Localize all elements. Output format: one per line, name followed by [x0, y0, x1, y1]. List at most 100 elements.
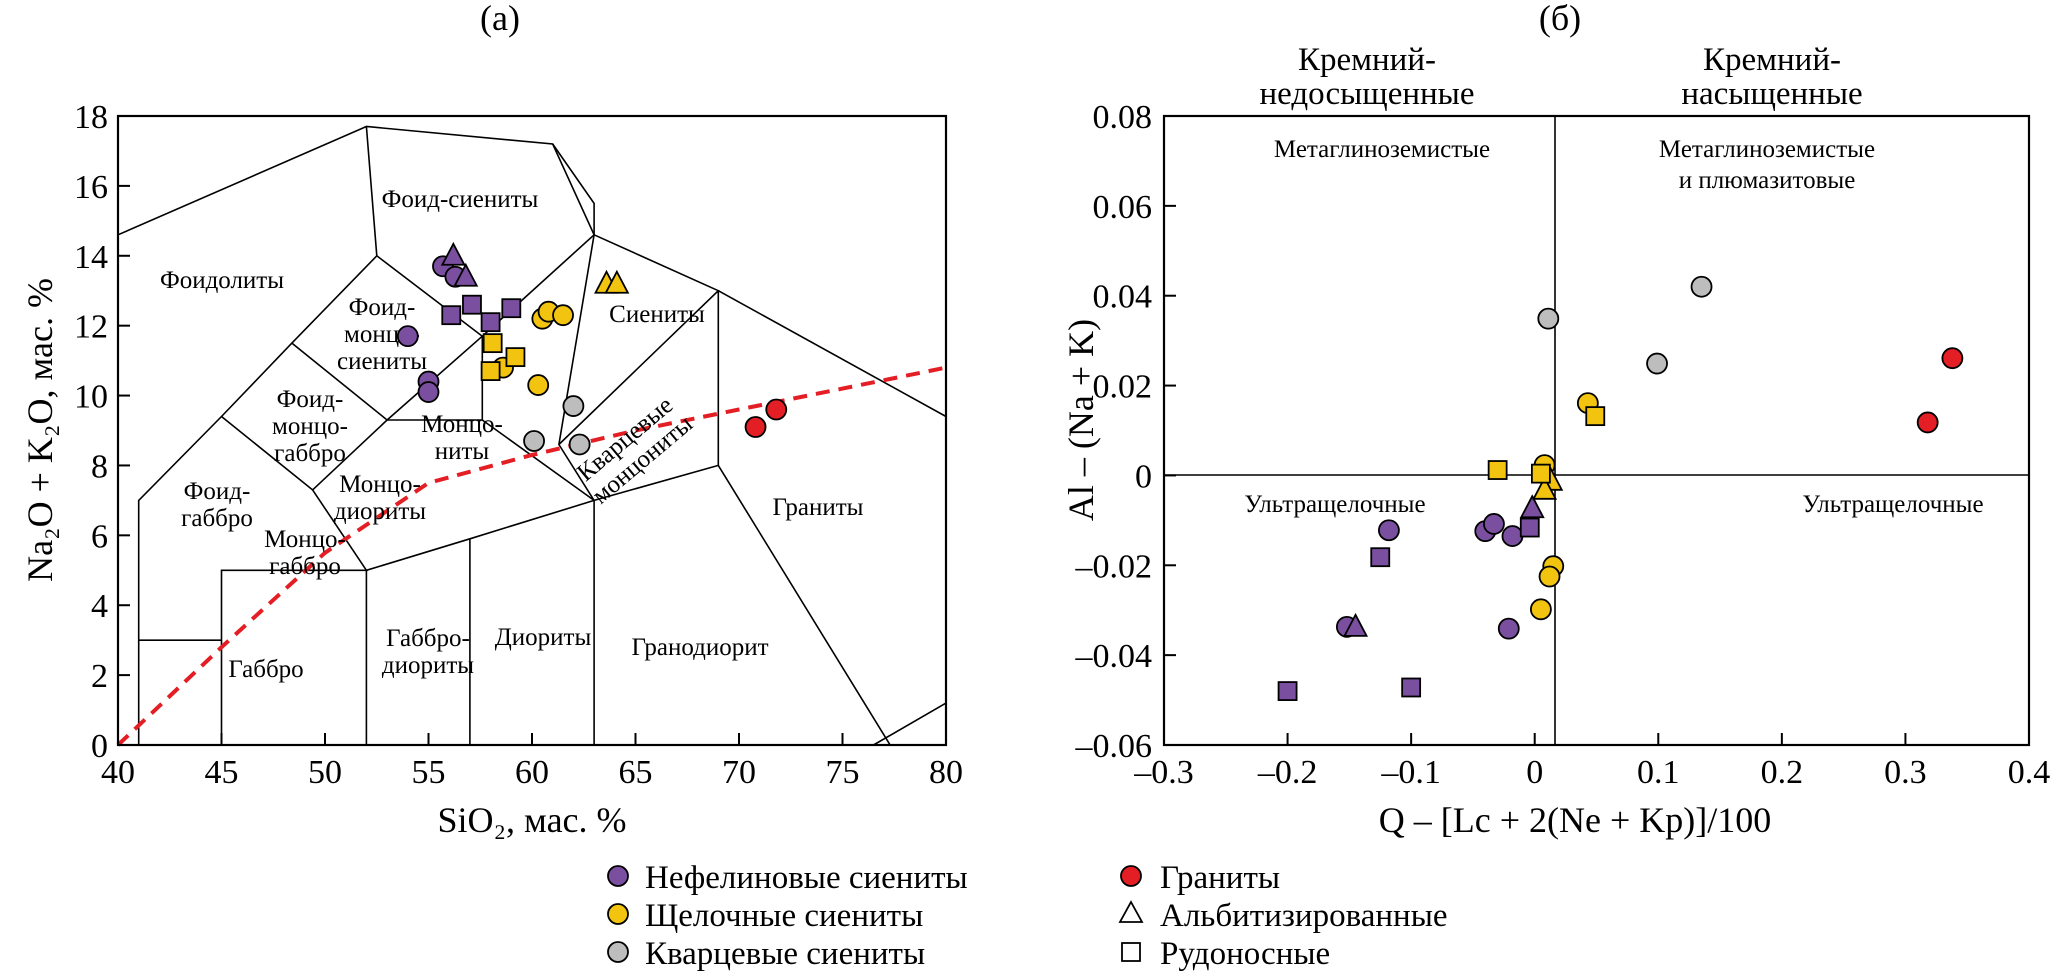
x-tick-label: 0.2: [1761, 754, 1804, 791]
field-gabbro-diorites-1: Габбро-: [386, 625, 470, 652]
x-tick-label: 0: [1526, 754, 1543, 791]
legend-marker-circle: [1120, 865, 1142, 887]
quadrant-top-left-label: Метаглиноземистые: [1274, 136, 1490, 163]
field-monzonites-1: Монцо-: [421, 411, 503, 438]
legend-item-quartz-syenites: Кварцевые сиениты: [607, 936, 925, 972]
data-point-triangle: [1532, 475, 1558, 500]
panel-a-label: (а): [480, 0, 520, 38]
x-tick-label: 45: [205, 754, 239, 791]
tas-field-boundaries: [117, 125, 947, 746]
legend-marker-square: [1121, 942, 1141, 962]
field-gabbro: Габбро: [228, 656, 303, 683]
panel-b-y-axis-label: Al – (Na + K): [1061, 319, 1101, 521]
field-foid-monzosyenites-1: Фоид-: [349, 294, 416, 321]
header-undersaturated-1: Кремний-: [1298, 42, 1436, 78]
legend-label: Кварцевые сиениты: [645, 936, 925, 972]
data-point-circle: [1537, 307, 1560, 330]
panel-a-data-points: [396, 241, 788, 456]
data-point-square: [1530, 463, 1551, 484]
quadrant-top-right-label-1: Метаглиноземистые: [1659, 136, 1875, 163]
data-point-circle: [552, 304, 574, 327]
data-point-circle: [1497, 617, 1520, 640]
legend-marker-triangle: [1118, 900, 1144, 923]
y-tick-label: 12: [74, 309, 108, 346]
field-monzodiorites-1: Монцо-: [339, 471, 421, 498]
panel-b-data-points: [1277, 275, 1964, 701]
y-tick-label: 0.06: [1093, 189, 1153, 226]
field-gabbro-diorites-2: диориты: [382, 652, 474, 679]
x-tick-label: 60: [515, 754, 549, 791]
data-point-circle: [523, 430, 545, 452]
header-saturated-1: Кремний-: [1703, 42, 1841, 78]
data-point-circle: [527, 374, 550, 396]
data-point-circle: [1378, 519, 1400, 542]
legend-label: Нефелиновые сиениты: [645, 860, 968, 896]
panel-a-y-ticks: 0 2 4 6 8 10 12 14 16 18: [74, 99, 130, 765]
x-tick-label: –0.2: [1257, 754, 1318, 791]
data-point-square: [1519, 517, 1540, 538]
data-point-square: [1487, 460, 1508, 480]
data-point-circle: [562, 395, 585, 417]
tas-boundary-line: [117, 125, 596, 745]
data-point-circle: [765, 398, 788, 421]
alkaline-subalkaline-divide-line: [116, 365, 947, 747]
data-point-square: [1401, 677, 1422, 698]
data-point-circle: [1646, 352, 1668, 375]
field-foidolites: Фоидолиты: [160, 267, 284, 294]
x-tick-label: 50: [308, 754, 342, 791]
field-foid-monzogabbro-2: монцо-: [272, 413, 348, 440]
legend-item-ore-bearing: Рудоносные: [1121, 936, 1330, 972]
data-point-square: [1370, 547, 1391, 568]
field-monzogabbro-1: Монцо-: [264, 526, 346, 553]
tas-boundary-line: [717, 289, 947, 418]
data-point-square: [480, 361, 501, 381]
field-foid-monzogabbro-3: габбро: [274, 440, 346, 467]
data-point-circle: [1941, 347, 1964, 370]
legend-label: Рудоносные: [1160, 936, 1330, 972]
y-tick-label: 16: [74, 169, 108, 206]
data-point-square: [480, 312, 501, 333]
field-monzogabbro-2: габбро: [269, 553, 341, 580]
panel-b-diagram: (б) Кремний- недосыщенные Кремний- насыщ…: [1061, 0, 2050, 840]
legend-label: Щелочные сиениты: [645, 898, 923, 934]
data-point-triangle: [453, 262, 479, 287]
panel-a-tas-diagram: (а) 40 45 50 55 60 65 70 75 80 0 2 4 6 8 10 12 14 16 18 Ф…: [20, 0, 963, 840]
x-tick-label: –0.1: [1380, 754, 1441, 791]
panel-b-plot-frame: [1162, 114, 2031, 747]
panel-b-label: (б): [1539, 0, 1581, 38]
x-tick-label: 75: [826, 754, 860, 791]
field-monzodiorites-2: диориты: [334, 498, 426, 525]
data-point-circle: [744, 416, 767, 438]
quadrant-bottom-left-label: Ультращелочные: [1244, 491, 1425, 518]
data-point-triangle: [604, 269, 630, 294]
legend-item-nepheline-syenites: Нефелиновые сиениты: [607, 860, 968, 896]
field-monzonites-2: ниты: [435, 438, 490, 465]
x-tick-label: 0.3: [1884, 754, 1927, 791]
legend-marker-circle: [607, 941, 629, 963]
legend-item-albitized: Альбитизированные: [1118, 898, 1448, 934]
legend: Нефелиновые сиениты Щелочные сиениты Ква…: [607, 860, 1448, 972]
data-point-circle: [1501, 525, 1524, 547]
data-point-circle: [1483, 513, 1505, 535]
x-tick-label: 40: [101, 754, 135, 791]
panel-b-x-ticks: –0.3 –0.2 –0.1 0 0.1 0.2 0.3 0.4: [1133, 733, 2050, 791]
header-saturated-2: насыщенные: [1681, 76, 1862, 112]
data-point-circle: [396, 325, 419, 348]
legend-label: Альбитизированные: [1160, 898, 1448, 934]
tas-field-labels: Фоид-сиениты Фоидолиты Фоид- монцо- сиен…: [160, 186, 864, 683]
data-point-circle: [1690, 275, 1713, 298]
legend-item-granites: Граниты: [1120, 860, 1280, 896]
y-tick-label: –0.04: [1075, 638, 1153, 675]
field-diorites: Диориты: [495, 624, 592, 651]
y-tick-label: 2: [91, 658, 108, 695]
tas-boundary-line: [873, 702, 947, 746]
y-tick-label: –0.02: [1075, 548, 1153, 585]
data-point-circle: [417, 381, 440, 403]
y-tick-label: 4: [91, 588, 108, 625]
y-tick-label: –0.06: [1075, 728, 1153, 765]
y-tick-label: 0.08: [1093, 99, 1153, 136]
data-point-triangle: [1343, 612, 1369, 637]
field-granodiorite: Гранодиорит: [631, 634, 768, 661]
data-point-circle: [1538, 565, 1561, 588]
